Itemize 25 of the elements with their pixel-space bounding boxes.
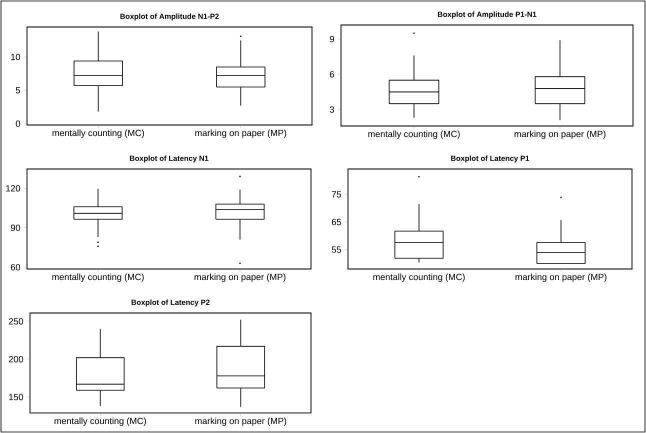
y-tick-label: 60: [10, 264, 20, 270]
y-tick-label: 10: [11, 54, 20, 60]
y-tick-label: 90: [10, 224, 20, 231]
y-tick-label: 5: [16, 87, 20, 94]
x-tick-label: mentally counting (MC): [52, 274, 144, 282]
y-tick-label: 0: [16, 120, 20, 127]
y-tick-label: 120: [6, 185, 20, 192]
y-tick-label: 9: [330, 36, 334, 42]
x-tick-label: mentally counting (MC): [52, 130, 144, 138]
x-tick-label: marking on paper (MP): [195, 418, 286, 426]
x-tick-label: mentally counting (MC): [54, 418, 146, 426]
y-tick-label: 6: [330, 71, 334, 78]
x-tick-label: marking on paper (MP): [195, 130, 286, 138]
y-tick-label: 65: [332, 218, 342, 226]
x-tick-label: marking on paper (MP): [516, 274, 606, 282]
y-tick-label: 150: [9, 394, 24, 400]
x-tick-label: mentally counting (MC): [368, 130, 460, 139]
y-tick-label: 250: [8, 318, 24, 325]
x-tick-label: marking on paper (MP): [194, 274, 286, 282]
x-tick-label: mentally counting (MC): [373, 274, 465, 282]
y-tick-label: 55: [332, 246, 342, 253]
y-tick-label: 200: [8, 356, 24, 362]
y-tick-label: 3: [330, 106, 334, 113]
y-tick-label: 75: [332, 191, 342, 198]
x-tick-label: marking on paper (MP): [514, 130, 606, 139]
